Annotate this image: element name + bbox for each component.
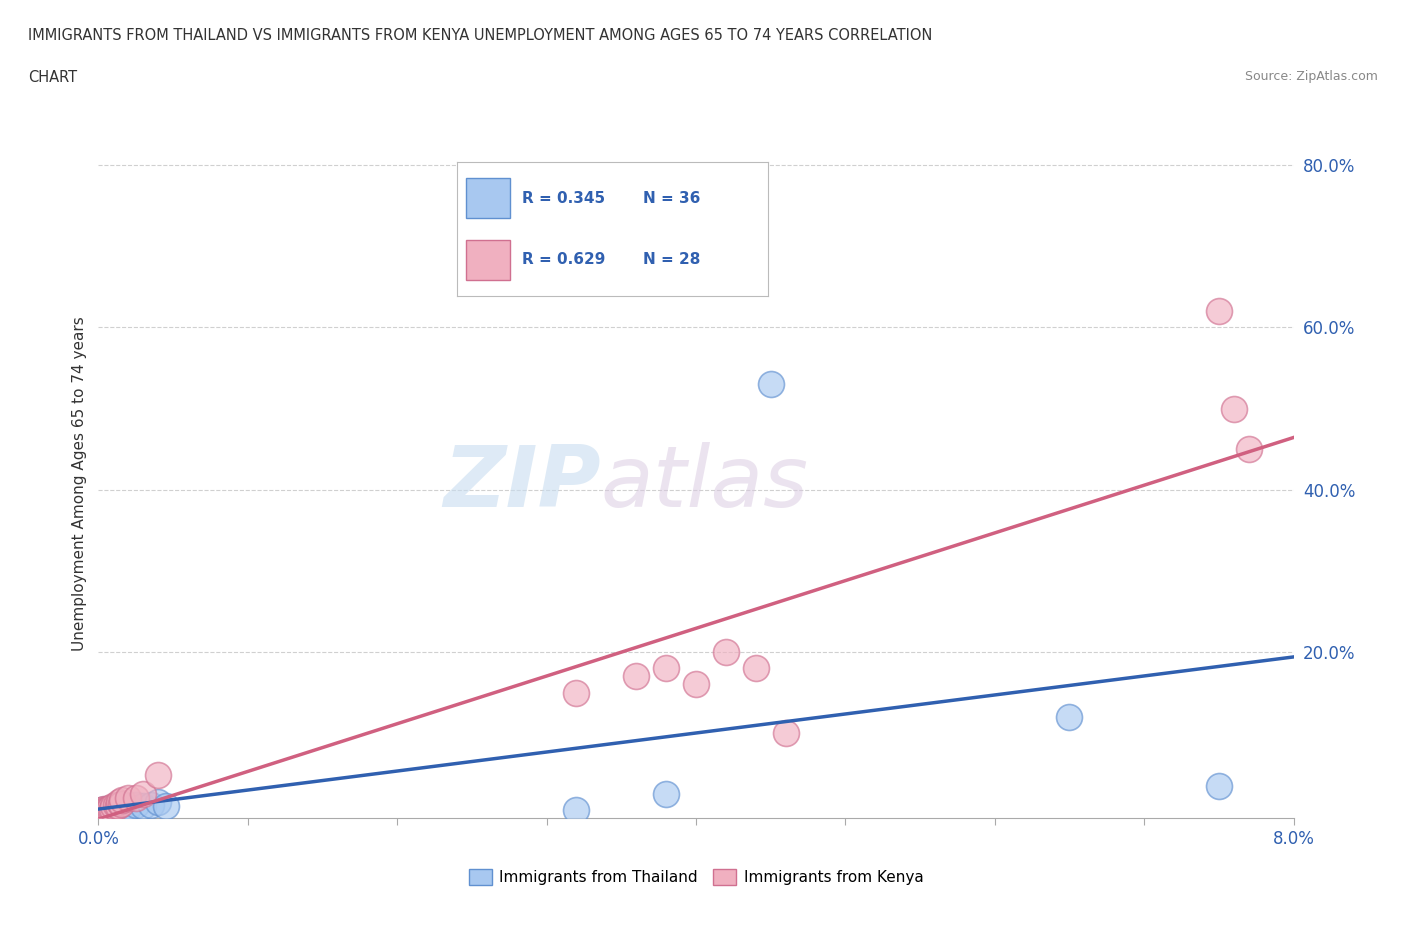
- Point: [91, 804, 114, 818]
- Text: CHART: CHART: [28, 70, 77, 85]
- Point: [105, 802, 128, 817]
- Point: [98, 802, 122, 817]
- Point: [110, 802, 132, 817]
- Point: [117, 799, 139, 814]
- Point: [112, 801, 135, 816]
- Point: [105, 803, 128, 817]
- Point: [759, 377, 782, 392]
- Point: [111, 792, 134, 807]
- Point: [96, 804, 118, 818]
- Point: [655, 787, 678, 802]
- Point: [655, 661, 678, 676]
- Point: [101, 802, 124, 817]
- Point: [685, 677, 707, 692]
- Point: [91, 804, 114, 819]
- Point: [111, 799, 134, 814]
- Point: [132, 799, 155, 814]
- Point: [98, 803, 122, 817]
- Point: [97, 804, 120, 818]
- Point: [108, 795, 131, 810]
- Point: [148, 768, 170, 783]
- Point: [775, 725, 797, 740]
- Point: [110, 800, 132, 815]
- Point: [117, 801, 139, 816]
- Point: [97, 802, 120, 817]
- Point: [1208, 304, 1230, 319]
- Point: [94, 803, 117, 817]
- Point: [94, 804, 117, 819]
- Point: [98, 801, 122, 816]
- Text: IMMIGRANTS FROM THAILAND VS IMMIGRANTS FROM KENYA UNEMPLOYMENT AMONG AGES 65 TO : IMMIGRANTS FROM THAILAND VS IMMIGRANTS F…: [28, 28, 932, 43]
- Point: [714, 644, 737, 659]
- Y-axis label: Unemployment Among Ages 65 to 74 years: Unemployment Among Ages 65 to 74 years: [72, 316, 87, 651]
- Point: [107, 801, 129, 816]
- Point: [745, 661, 768, 676]
- Point: [108, 802, 131, 817]
- Point: [93, 804, 115, 818]
- Point: [103, 801, 125, 816]
- Point: [1208, 778, 1230, 793]
- Point: [565, 803, 588, 817]
- Point: [90, 803, 112, 817]
- Point: [1237, 442, 1260, 457]
- Point: [148, 795, 170, 810]
- Point: [96, 802, 118, 817]
- Point: [93, 802, 115, 817]
- Point: [565, 685, 588, 700]
- Point: [624, 669, 647, 684]
- Point: [97, 802, 120, 817]
- Point: [117, 790, 139, 805]
- Point: [94, 802, 117, 817]
- Point: [125, 790, 148, 805]
- Point: [107, 799, 129, 814]
- Point: [103, 802, 125, 817]
- Point: [125, 797, 148, 812]
- Point: [90, 803, 112, 817]
- Text: Source: ZipAtlas.com: Source: ZipAtlas.com: [1244, 70, 1378, 83]
- Point: [1222, 401, 1246, 416]
- Point: [103, 799, 125, 814]
- Point: [110, 796, 132, 811]
- Point: [101, 804, 124, 818]
- Legend: Immigrants from Thailand, Immigrants from Kenya: Immigrants from Thailand, Immigrants fro…: [463, 863, 929, 891]
- Point: [132, 787, 155, 802]
- Point: [1059, 710, 1081, 724]
- Point: [103, 803, 125, 817]
- Point: [96, 803, 118, 817]
- Point: [139, 797, 162, 812]
- Point: [101, 802, 124, 817]
- Text: atlas: atlas: [600, 442, 808, 525]
- Point: [105, 797, 128, 812]
- Text: ZIP: ZIP: [443, 442, 600, 525]
- Point: [155, 799, 177, 814]
